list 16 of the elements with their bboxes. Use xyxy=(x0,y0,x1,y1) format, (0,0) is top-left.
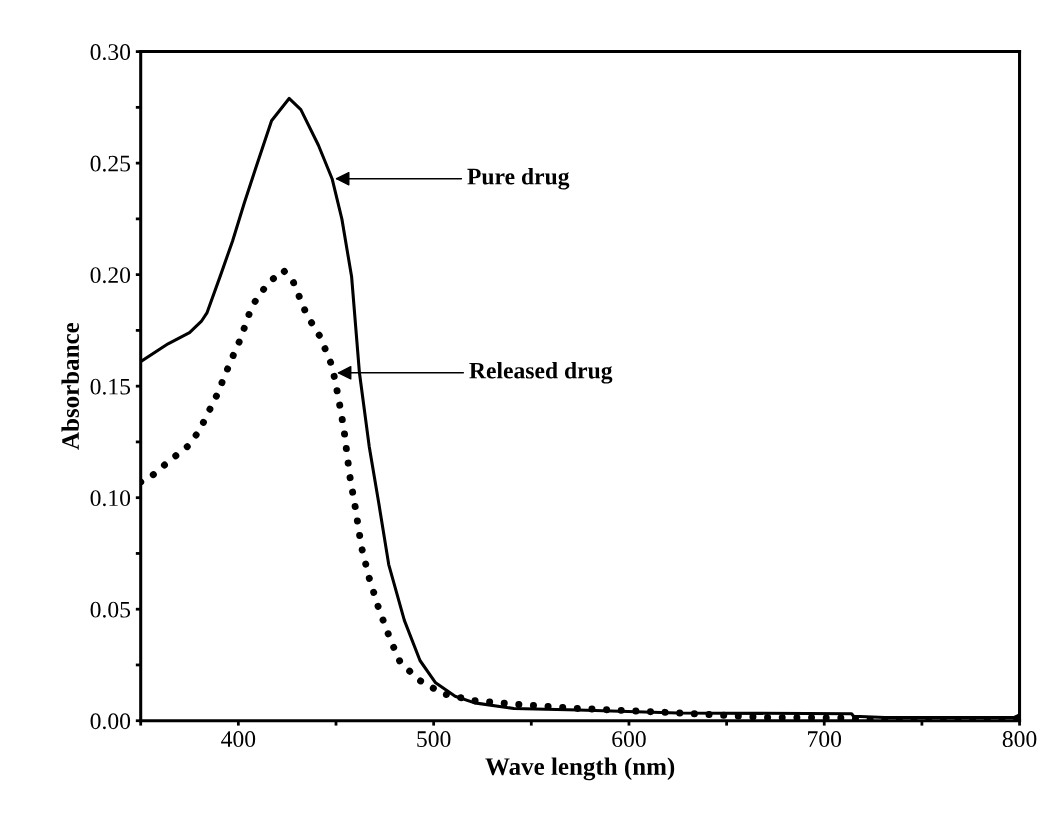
y-tick-label: 0.15 xyxy=(90,378,131,395)
y-tick-label: 0.00 xyxy=(90,713,131,730)
y-tick-label: 0.20 xyxy=(90,267,131,284)
x-tick-label: 600 xyxy=(612,731,646,748)
y-tick-label: 0.05 xyxy=(90,601,131,618)
y-tick-label: 0.10 xyxy=(90,490,131,507)
x-tick-label: 700 xyxy=(808,731,842,748)
x-tick-label: 400 xyxy=(221,731,256,748)
annotation: Pure drug xyxy=(467,167,570,190)
x-tick-label: 800 xyxy=(1002,731,1037,748)
x-axis-title: Wave length (nm) xyxy=(485,757,675,781)
y-tick-label: 0.30 xyxy=(90,44,131,61)
annotation: Released drug xyxy=(469,361,613,384)
y-tick-label: 0.25 xyxy=(90,155,131,172)
y-axis-title: Absorbance xyxy=(61,322,80,450)
x-tick-label: 500 xyxy=(417,731,451,748)
